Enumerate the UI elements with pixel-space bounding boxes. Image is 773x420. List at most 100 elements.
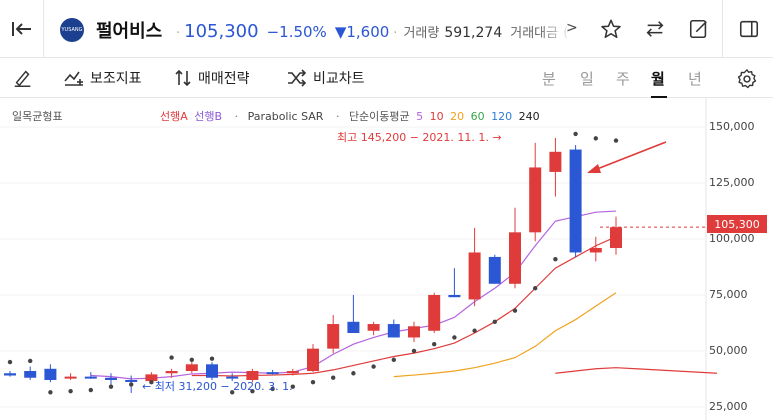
sar-dot — [230, 390, 235, 395]
period-month[interactable]: 월 — [651, 70, 665, 88]
sar-dot — [411, 348, 417, 354]
legend-ma-20: 20 — [450, 110, 465, 123]
edit-button[interactable] — [684, 14, 714, 44]
trade-strategy-button[interactable]: 매매전략 — [174, 58, 250, 98]
sar-dot — [391, 357, 396, 363]
candle-body — [206, 364, 218, 378]
candle-body — [610, 227, 622, 248]
sar-dot — [149, 380, 154, 385]
trade-arrows-icon — [175, 69, 191, 87]
sar-dot — [88, 387, 94, 393]
candle-body — [24, 371, 37, 378]
favorite-button[interactable] — [596, 14, 626, 44]
indicator-legend-title: 일목균형표 — [12, 110, 63, 123]
volume-label: 거래량 — [403, 26, 440, 41]
chart-toolbar: 보조지표 매매전략 비교차트 분 일 주 월 년 — [0, 58, 773, 98]
legend-ichimoku-a: 선행A — [160, 110, 188, 123]
candle-body — [44, 368, 57, 380]
sidebar-panel-icon — [739, 20, 759, 38]
separator-dot: · — [393, 26, 398, 41]
candle-body — [185, 364, 198, 372]
y-tick-label: 75,000 — [709, 287, 748, 301]
y-tick-label: 25,000 — [709, 399, 748, 413]
edit-icon — [689, 19, 707, 39]
sar-dot — [28, 358, 33, 364]
y-tick-label: 125,000 — [709, 176, 755, 190]
sar-dot — [613, 138, 619, 143]
stock-name[interactable]: 펄어비스 — [96, 21, 163, 42]
swap-icon — [646, 21, 664, 37]
pen-icon — [14, 70, 31, 87]
candle-body — [165, 371, 178, 374]
price-chart[interactable] — [0, 98, 773, 420]
indicator-button[interactable]: 보조지표 — [64, 58, 142, 98]
legend-moving-average: 단순이동평균 — [348, 110, 410, 123]
sar-dot — [290, 384, 295, 389]
active-period-underline — [651, 96, 667, 98]
chart-legend: 선행A 선행B · Parabolic SAR · 단순이동평균 5 10 20… — [160, 108, 543, 124]
candle-body — [549, 151, 562, 172]
drawing-tool-button[interactable] — [12, 58, 40, 98]
current-price-tag: 105,300 — [707, 215, 767, 233]
y-tick-label: 100,000 — [709, 232, 755, 246]
sar-dot — [250, 388, 255, 394]
candle-body — [468, 252, 481, 300]
change-amount: ▼1,600 — [334, 23, 390, 41]
candle-body — [589, 247, 602, 253]
side-panel-button[interactable] — [734, 14, 764, 44]
sar-dot — [68, 388, 73, 394]
collapse-left-icon — [11, 22, 31, 36]
indicator-label: 보조지표 — [90, 71, 142, 87]
volume-value: 591,274 — [444, 25, 503, 41]
period-minute[interactable]: 분 — [542, 70, 556, 88]
sar-dot — [512, 308, 518, 313]
collapse-left-button[interactable] — [0, 0, 44, 58]
quote-scroll-arrow[interactable]: > — [566, 20, 578, 36]
legend-parabolic-sar: Parabolic SAR — [247, 110, 324, 123]
sar-dot — [129, 382, 134, 387]
sar-dot — [492, 319, 497, 325]
legend-ma-5: 5 — [416, 110, 424, 123]
candle-body — [307, 348, 319, 372]
ichimoku-line — [555, 367, 718, 374]
candle-body — [387, 324, 400, 338]
sar-dot — [189, 357, 194, 363]
shuffle-icon — [288, 69, 307, 87]
quote-fade — [540, 14, 570, 48]
period-day[interactable]: 일 — [580, 70, 594, 88]
candle-body — [488, 256, 501, 284]
sar-dot — [472, 328, 477, 333]
compare-chart-button[interactable]: 비교차트 — [287, 58, 365, 98]
sar-dot — [7, 359, 13, 365]
gear-icon — [737, 69, 757, 89]
candle-body — [448, 294, 461, 298]
indicator-icon — [64, 71, 83, 86]
period-week[interactable]: 주 — [616, 70, 630, 88]
sar-dot — [553, 256, 558, 262]
stock-logo: YUSANG — [60, 18, 84, 42]
candle-body — [4, 373, 16, 376]
candle-body — [509, 232, 521, 284]
candle-body — [125, 379, 138, 382]
trade-strategy-label: 매매전략 — [198, 71, 250, 87]
header: YUSANG 펄어비스 · 105,300 −1.50% ▼1,600 · 거래… — [0, 0, 773, 58]
candle-body — [286, 371, 299, 374]
candle-body — [327, 324, 340, 349]
swap-button[interactable] — [640, 14, 670, 44]
y-tick-label: 150,000 — [709, 120, 755, 134]
legend-ma-240: 240 — [518, 110, 540, 123]
candle-body — [408, 326, 420, 338]
sar-dot — [452, 335, 457, 340]
y-tick-label: 50,000 — [709, 343, 748, 357]
sar-dot — [310, 380, 316, 385]
candle-body — [64, 376, 77, 379]
chart-settings-button[interactable] — [734, 66, 760, 92]
candle-body — [145, 374, 158, 382]
period-year[interactable]: 년 — [688, 70, 702, 88]
candle-body — [105, 377, 117, 380]
candle-body — [367, 324, 380, 331]
sar-dot — [169, 355, 174, 360]
legend-ma-60: 60 — [470, 110, 485, 123]
ma-5-line — [90, 210, 617, 380]
ma-20-line — [393, 292, 617, 378]
